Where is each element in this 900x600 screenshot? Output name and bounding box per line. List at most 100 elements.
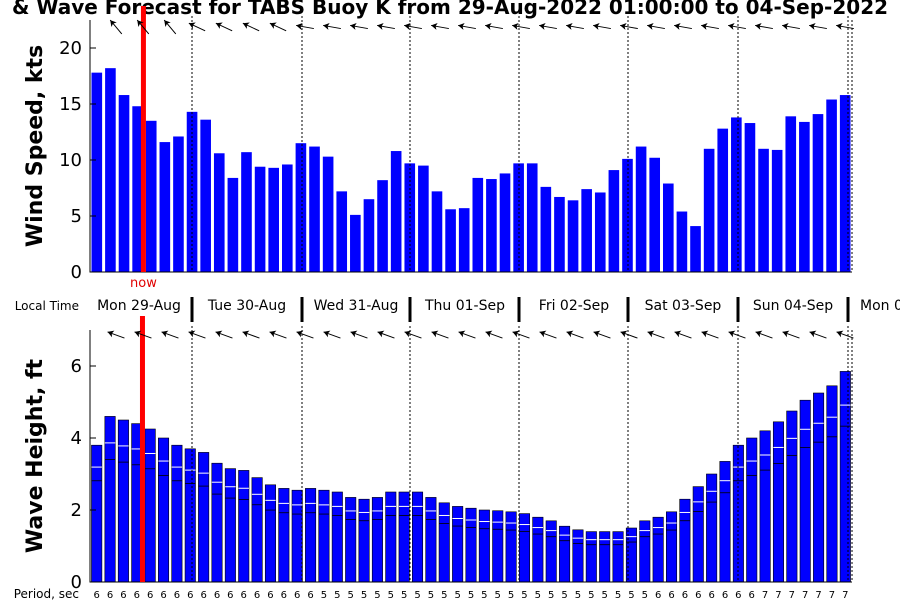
- data-bar: [105, 68, 116, 272]
- period-value: 6: [174, 590, 180, 600]
- data-bar: [278, 488, 290, 583]
- data-bar: [478, 509, 490, 583]
- period-value: 5: [495, 590, 501, 600]
- data-bar: [472, 177, 484, 272]
- direction-arrow: [269, 22, 287, 32]
- data-bar: [358, 498, 370, 583]
- direction-arrow: [458, 330, 476, 339]
- data-bar: [309, 146, 320, 272]
- period-value: 5: [561, 590, 567, 600]
- period-value: 6: [254, 590, 260, 600]
- bars: [91, 371, 851, 583]
- period-value: 6: [134, 590, 140, 600]
- direction-arrow: [782, 23, 800, 30]
- data-bar: [526, 163, 538, 272]
- data-bar: [345, 497, 357, 583]
- data-bar: [264, 484, 276, 583]
- wave-height-panel: 0 2 4 6 Wave Height, ft: [23, 316, 854, 593]
- period-value: 6: [93, 590, 99, 600]
- period-value: 6: [160, 590, 166, 600]
- day-label: Tue 30-Aug: [207, 298, 286, 314]
- data-bar: [350, 214, 361, 272]
- period-value: 6: [227, 590, 233, 600]
- period-value: 6: [187, 590, 193, 600]
- direction-arrow: [350, 330, 368, 339]
- data-bar: [666, 511, 678, 583]
- data-bar: [458, 208, 470, 272]
- direction-arrow: [296, 330, 314, 339]
- period-value: 7: [815, 590, 821, 600]
- data-bar: [104, 416, 116, 583]
- chart-title: & Wave Forecast for TABS Buoy K from 29-…: [11, 0, 889, 19]
- data-bar: [281, 164, 293, 272]
- period-value: 5: [481, 590, 487, 600]
- period-value: 6: [695, 590, 701, 600]
- period-value: 5: [388, 590, 394, 600]
- period-value: 7: [802, 590, 808, 600]
- data-bar: [91, 444, 103, 583]
- period-value: 6: [120, 590, 126, 600]
- period-value: 5: [535, 590, 541, 600]
- data-bar: [173, 136, 184, 272]
- wind-direction-arrows: [109, 19, 854, 35]
- direction-arrow: [350, 23, 368, 30]
- data-bar: [291, 489, 303, 583]
- y-tick-label: 2: [71, 500, 82, 521]
- period-value: 5: [374, 590, 380, 600]
- data-bar: [744, 123, 756, 272]
- period-value: 5: [601, 590, 607, 600]
- period-value: 5: [454, 590, 460, 600]
- day-label: Mon 0: [860, 298, 900, 314]
- data-bar: [336, 191, 348, 272]
- data-bar: [224, 468, 236, 583]
- data-bar: [465, 507, 477, 583]
- data-bar: [717, 128, 729, 272]
- direction-arrow: [109, 19, 123, 35]
- period-value: 5: [628, 590, 634, 600]
- direction-arrow: [755, 23, 773, 30]
- data-bar: [690, 226, 701, 272]
- data-bar: [377, 180, 388, 272]
- period-value: 6: [281, 590, 287, 600]
- data-bar: [545, 520, 557, 583]
- direction-arrow: [728, 330, 746, 339]
- direction-arrow: [701, 23, 719, 30]
- direction-arrow: [674, 23, 692, 30]
- data-bar: [132, 106, 143, 273]
- direction-arrow: [458, 23, 476, 30]
- period-value: 5: [428, 590, 434, 600]
- data-bar: [622, 158, 633, 272]
- data-bar: [438, 502, 450, 583]
- period-value: 5: [588, 590, 594, 600]
- y-tick-label: 0: [71, 262, 82, 283]
- data-bar: [159, 142, 171, 272]
- y-tick-label: 4: [71, 428, 82, 449]
- y-tick-label: 6: [71, 356, 82, 377]
- day-label: Thu 01-Sep: [424, 298, 505, 314]
- period-value: 6: [214, 590, 220, 600]
- data-bar: [371, 497, 383, 583]
- y-tick-label: 10: [59, 150, 82, 171]
- data-bar: [676, 211, 688, 272]
- direction-arrow: [647, 23, 665, 30]
- data-bar: [585, 531, 597, 583]
- direction-arrow: [593, 330, 611, 339]
- period-label: Period, sec: [14, 587, 79, 600]
- direction-arrow: [188, 22, 206, 32]
- data-bar: [318, 489, 330, 583]
- direction-arrow: [323, 23, 341, 30]
- direction-arrow: [755, 330, 773, 339]
- data-bar: [425, 497, 437, 583]
- period-value: 5: [347, 590, 353, 600]
- direction-arrow: [620, 330, 638, 339]
- data-bar: [117, 419, 129, 583]
- period-value: 5: [642, 590, 648, 600]
- y-axis-label: Wind Speed, kts: [23, 45, 48, 247]
- data-bar: [505, 511, 517, 583]
- data-bar: [385, 491, 397, 583]
- data-bar: [567, 200, 579, 272]
- direction-arrow: [836, 23, 854, 30]
- data-bar: [518, 513, 530, 583]
- data-bar: [771, 149, 783, 272]
